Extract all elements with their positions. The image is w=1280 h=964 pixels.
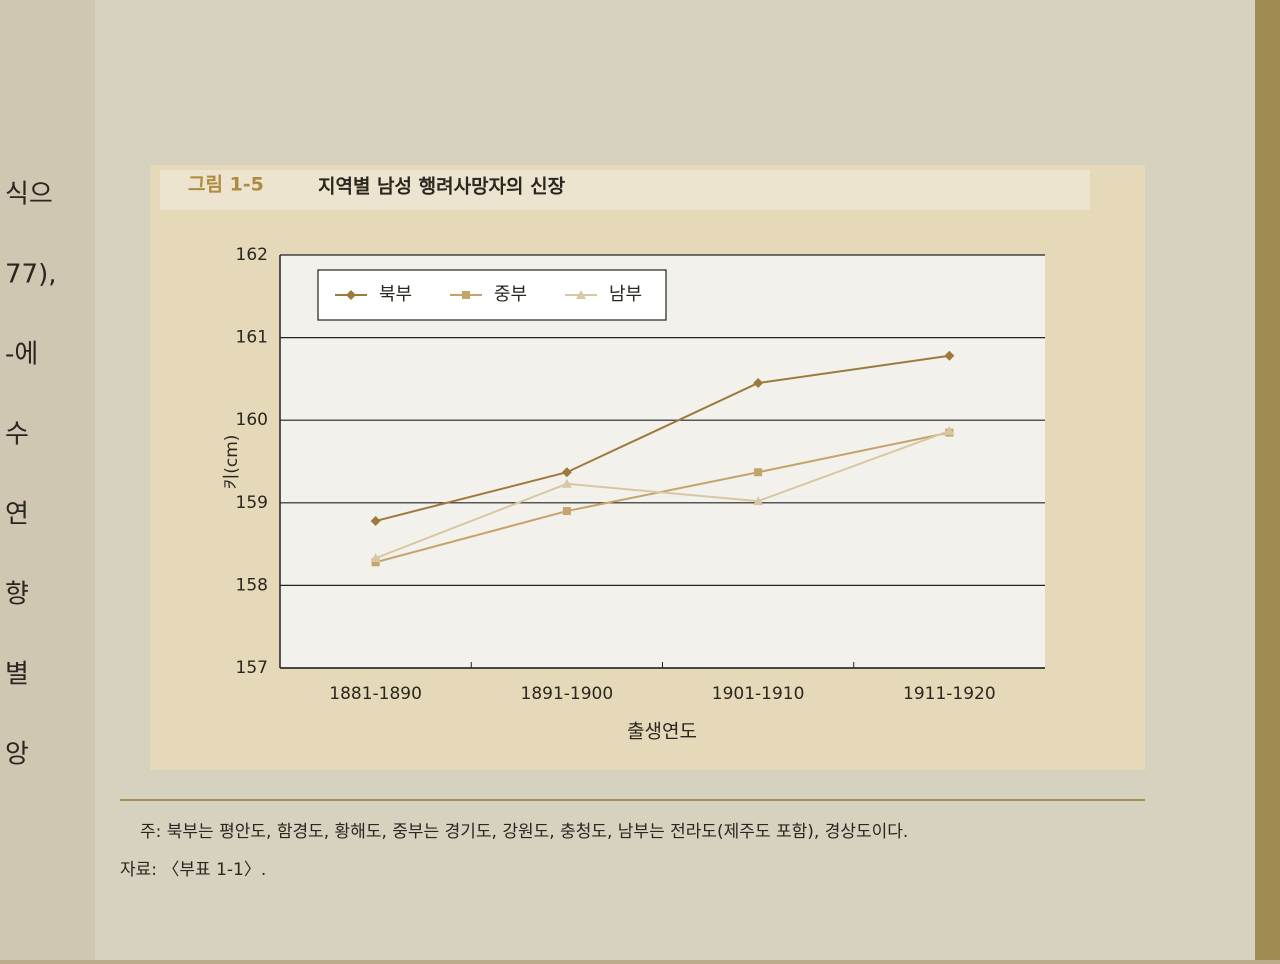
legend-label: 남부 <box>609 284 642 305</box>
legend-label: 북부 <box>379 284 412 305</box>
x-axis-label: 출생연도 <box>627 721 697 743</box>
margin-fragment: 앙 <box>5 740 29 770</box>
x-tick-label: 1911-1920 <box>903 684 996 704</box>
y-tick-label: 158 <box>236 575 268 595</box>
margin-fragment: 77), <box>5 260 57 290</box>
marker <box>562 507 571 516</box>
marker <box>753 496 764 506</box>
marker <box>371 558 380 567</box>
marker <box>370 553 381 563</box>
margin-fragment: 수 <box>5 420 29 450</box>
marker <box>944 350 955 361</box>
x-tick-label: 1891-1900 <box>521 684 614 704</box>
x-tick-label: 1881-1890 <box>329 684 422 704</box>
y-axis-label: 키(cm) <box>222 435 242 490</box>
y-tick-label: 160 <box>236 410 268 430</box>
marker <box>370 515 381 526</box>
marker <box>944 425 955 435</box>
y-tick-label: 162 <box>236 245 268 265</box>
margin-fragment: 별 <box>5 660 29 690</box>
y-tick-label: 157 <box>236 658 268 678</box>
marker <box>346 290 356 300</box>
marker <box>576 290 586 299</box>
legend-label: 중부 <box>494 284 527 305</box>
figure-label: 그림 1-5 <box>188 174 264 196</box>
marker <box>753 378 764 389</box>
source: 자료: 〈부표 1-1〉. <box>120 860 266 880</box>
note: 주: 북부는 평안도, 함경도, 황해도, 중부는 경기도, 강원도, 충청도,… <box>140 822 908 842</box>
margin-fragment: 향 <box>5 580 29 610</box>
marker <box>561 467 572 478</box>
legend-box <box>317 269 667 321</box>
margin-fragment: -에 <box>5 340 38 370</box>
series-line <box>375 429 950 560</box>
margin-fragment: 연 <box>5 500 29 530</box>
marker <box>462 291 470 299</box>
title-band <box>160 170 1090 210</box>
plot-area <box>280 255 1045 668</box>
marker <box>561 478 572 488</box>
marker <box>754 468 763 477</box>
series-line <box>375 354 950 522</box>
chart-title: 지역별 남성 행려사망자의 신장 <box>318 176 566 198</box>
desk-edge <box>1255 0 1280 960</box>
left-page <box>0 0 95 960</box>
y-tick-label: 159 <box>236 493 268 513</box>
x-tick-label: 1901-1910 <box>712 684 805 704</box>
margin-fragment: 식으 <box>5 180 53 210</box>
y-tick-label: 161 <box>236 328 268 348</box>
